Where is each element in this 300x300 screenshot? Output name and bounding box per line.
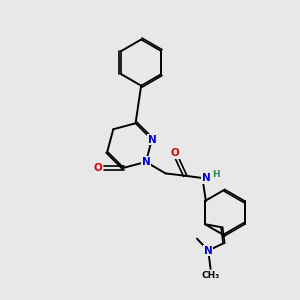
Text: N: N [142,157,150,167]
Text: O: O [94,163,103,173]
Text: H: H [212,170,220,179]
Text: N: N [204,246,213,256]
Text: CH₃: CH₃ [202,271,220,280]
Text: N: N [202,173,210,183]
Text: O: O [170,148,179,158]
Text: N: N [148,135,156,145]
